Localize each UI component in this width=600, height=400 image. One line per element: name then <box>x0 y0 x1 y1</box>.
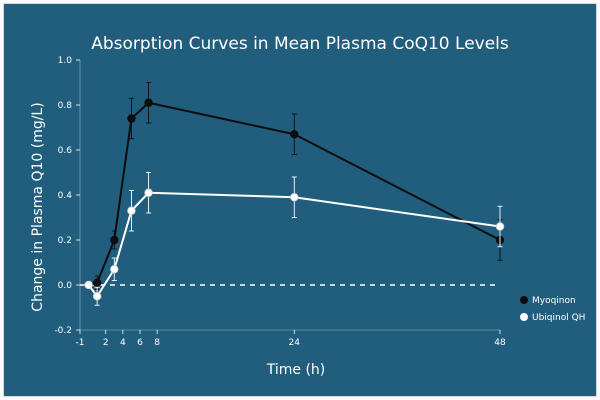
series-1-point <box>290 130 299 139</box>
chart-title: Absorption Curves in Mean Plasma CoQ10 L… <box>91 34 509 54</box>
x-tick-label: 2 <box>103 338 109 348</box>
series-2-point <box>290 193 299 202</box>
y-tick-label: 0.4 <box>58 191 73 201</box>
series-layer <box>84 82 505 306</box>
x-tick-label: 6 <box>137 338 143 348</box>
legend-marker-ubiqinol <box>520 313 528 321</box>
x-ticks: -1 2 4 6 8 24 48 <box>76 330 506 348</box>
chart-background <box>4 4 596 396</box>
x-tick-label: -1 <box>76 338 85 348</box>
x-axis-label: Time (h) <box>266 362 326 378</box>
legend-item-ubiqinol: Ubiqinol QH <box>520 313 585 323</box>
x-tick-label: 24 <box>289 338 301 348</box>
y-tick-label: 1.0 <box>58 56 73 66</box>
series-2-point <box>84 280 93 290</box>
legend-marker-myoqinon <box>520 296 528 304</box>
series-1-point <box>110 235 119 245</box>
legend-item-myoqinon: Myoqinon <box>520 296 576 306</box>
series-2-point <box>92 292 102 301</box>
series-2-point <box>127 206 136 215</box>
y-tick-label: 0.6 <box>58 146 73 156</box>
series-2-point <box>110 265 119 274</box>
y-tick-label: 0.8 <box>58 101 73 111</box>
series-1-point <box>127 114 136 123</box>
series-2-point <box>495 222 505 231</box>
x-tick-label: 48 <box>494 338 506 348</box>
x-tick-label: 4 <box>120 338 126 348</box>
x-tick-label: 8 <box>154 338 160 348</box>
legend: Myoqinon Ubiqinol QH <box>520 296 585 323</box>
y-tick-label: 0.2 <box>58 236 72 246</box>
series-2 <box>84 172 505 306</box>
y-axis-label: Change in Plasma Q10 (mg/L) <box>30 102 46 311</box>
series-1-point <box>144 98 153 107</box>
series-1-point <box>92 278 102 287</box>
series-2-point <box>144 188 153 197</box>
y-tick-label: -0.2 <box>54 326 72 336</box>
y-tick-label: 0.0 <box>58 281 73 291</box>
legend-label-ubiqinol: Ubiqinol QH <box>532 313 585 323</box>
legend-label-myoqinon: Myoqinon <box>532 296 576 306</box>
chart-frame <box>3 3 597 397</box>
y-ticks: -0.2 0.0 0.2 0.4 0.6 0.8 1.0 <box>54 56 80 336</box>
